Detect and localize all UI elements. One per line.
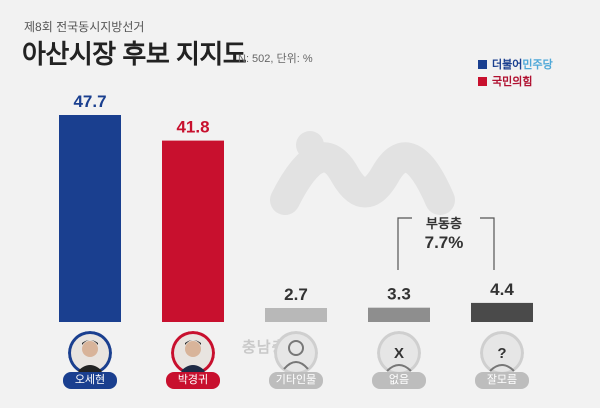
legend-swatch-ppp bbox=[478, 76, 487, 86]
value-label-2: 2.7 bbox=[284, 285, 308, 304]
candidate-photo bbox=[171, 331, 215, 375]
value-label-4: 4.4 bbox=[490, 280, 514, 299]
sample-note: N: 502, 단위: % bbox=[238, 53, 313, 65]
bar-1 bbox=[162, 140, 224, 322]
legend-label-ppp: 국민의힘 bbox=[492, 76, 533, 88]
chart-title: 아산시장 후보 지지도 bbox=[22, 39, 247, 69]
candidate-photo bbox=[68, 331, 112, 375]
legend-item-ppp: 국민의힘 bbox=[478, 73, 532, 89]
bar-0 bbox=[59, 115, 121, 322]
category-label-1: 박경귀 bbox=[166, 372, 220, 389]
category-label-3: 없음 bbox=[372, 372, 426, 389]
bracket-right bbox=[480, 217, 495, 270]
question-icon: ? bbox=[480, 331, 524, 375]
category-label-4: 잘모름 bbox=[475, 372, 529, 389]
bar-3 bbox=[368, 307, 430, 322]
x-icon: X bbox=[377, 331, 421, 375]
undecided-value: 7.7% bbox=[424, 233, 464, 252]
logo-dot bbox=[296, 131, 324, 159]
value-label-0: 47.7 bbox=[73, 92, 106, 111]
bar-2 bbox=[265, 308, 327, 322]
chart-subtitle: 제8회 전국동시지방선거 bbox=[24, 20, 145, 34]
category-label-2: 기타인물 bbox=[269, 372, 323, 389]
value-label-3: 3.3 bbox=[387, 285, 411, 304]
svg-text:X: X bbox=[394, 345, 404, 362]
undecided-label: 부동층 bbox=[426, 216, 462, 231]
svg-text:?: ? bbox=[497, 345, 506, 362]
bar-4 bbox=[471, 302, 533, 322]
legend-swatch-dem bbox=[478, 59, 487, 69]
legend-item-dem: 더불어민주당 bbox=[478, 56, 553, 72]
logo-stroke bbox=[270, 142, 455, 215]
legend-label-dem: 더불어민주당 bbox=[492, 59, 553, 71]
value-label-1: 41.8 bbox=[176, 118, 209, 137]
person-icon bbox=[274, 331, 318, 375]
category-label-0: 오세현 bbox=[63, 372, 117, 389]
bracket-left bbox=[397, 217, 412, 270]
